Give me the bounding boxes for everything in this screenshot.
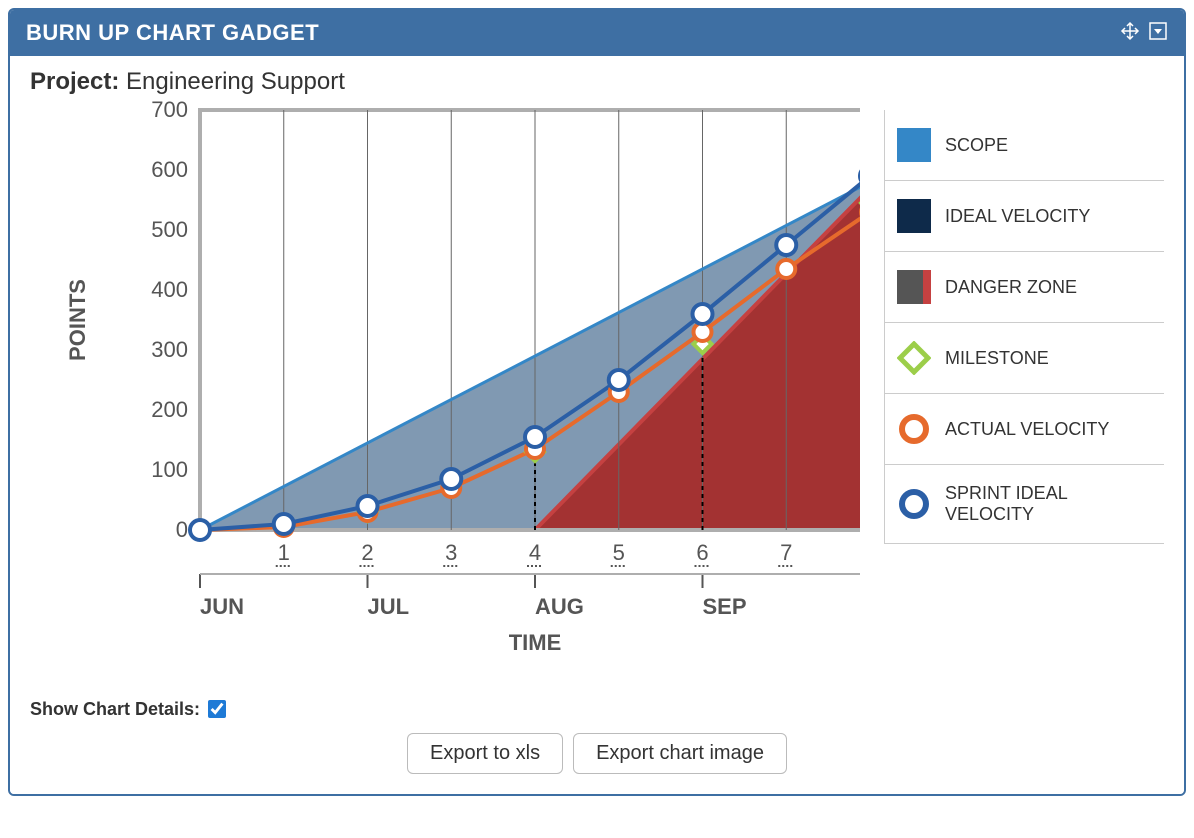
legend-label: ACTUAL VELOCITY: [945, 419, 1109, 440]
show-details-checkbox[interactable]: [208, 700, 226, 718]
svg-text:300: 300: [151, 337, 188, 362]
svg-text:AUG: AUG: [535, 594, 584, 619]
sprint-swatch: [897, 487, 931, 521]
legend-item-actual: ACTUAL VELOCITY: [885, 394, 1164, 465]
project-name: Engineering Support: [126, 68, 345, 95]
gadget-controls: [1120, 21, 1168, 46]
gadget-container: BURN UP CHART GADGET Project: Engineerin…: [8, 8, 1186, 796]
legend: SCOPE IDEAL VELOCITY DANGER ZONE MILESTO…: [884, 110, 1164, 544]
chart-area: 123456780100200300400500600700JUNJULAUGS…: [30, 100, 860, 685]
svg-text:0: 0: [176, 517, 188, 542]
legend-item-sprint: SPRINT IDEAL VELOCITY: [885, 465, 1164, 544]
svg-text:600: 600: [151, 157, 188, 182]
ideal-swatch: [897, 199, 931, 233]
dropdown-icon[interactable]: [1148, 21, 1168, 46]
milestone-swatch: [897, 341, 931, 375]
legend-item-ideal: IDEAL VELOCITY: [885, 181, 1164, 252]
svg-text:400: 400: [151, 277, 188, 302]
export-image-button[interactable]: Export chart image: [573, 733, 787, 774]
project-label: Project:: [30, 68, 119, 95]
export-xls-button[interactable]: Export to xls: [407, 733, 563, 774]
svg-text:4: 4: [529, 540, 541, 565]
svg-text:6: 6: [696, 540, 708, 565]
project-line: Project: Engineering Support: [30, 68, 1164, 96]
legend-item-milestone: MILESTONE: [885, 323, 1164, 394]
legend-label: MILESTONE: [945, 348, 1049, 369]
svg-text:2: 2: [361, 540, 373, 565]
move-icon[interactable]: [1120, 21, 1140, 46]
legend-label: DANGER ZONE: [945, 277, 1077, 298]
svg-text:100: 100: [151, 457, 188, 482]
svg-text:POINTS: POINTS: [65, 279, 90, 361]
legend-label: SCOPE: [945, 135, 1008, 156]
svg-text:500: 500: [151, 217, 188, 242]
svg-text:7: 7: [780, 540, 792, 565]
chart-row: 123456780100200300400500600700JUNJULAUGS…: [30, 100, 1164, 685]
burnup-chart: 123456780100200300400500600700JUNJULAUGS…: [30, 100, 860, 680]
svg-text:SEP: SEP: [703, 594, 747, 619]
danger-swatch: [897, 270, 931, 304]
legend-item-danger: DANGER ZONE: [885, 252, 1164, 323]
gadget-body: Project: Engineering Support 12345678010…: [10, 56, 1184, 794]
details-row: Show Chart Details:: [30, 697, 1164, 721]
svg-text:200: 200: [151, 397, 188, 422]
gadget-header: BURN UP CHART GADGET: [10, 10, 1184, 56]
scope-swatch: [897, 128, 931, 162]
legend-label: SPRINT IDEAL VELOCITY: [945, 483, 1152, 525]
actual-swatch: [897, 412, 931, 446]
svg-text:JUN: JUN: [200, 594, 244, 619]
svg-text:TIME: TIME: [509, 630, 562, 655]
buttons-row: Export to xls Export chart image: [30, 733, 1164, 774]
svg-text:5: 5: [613, 540, 625, 565]
gadget-title: BURN UP CHART GADGET: [26, 20, 319, 46]
svg-text:JUL: JUL: [368, 594, 410, 619]
svg-text:3: 3: [445, 540, 457, 565]
legend-label: IDEAL VELOCITY: [945, 206, 1090, 227]
details-label: Show Chart Details:: [30, 699, 200, 720]
svg-text:700: 700: [151, 100, 188, 122]
svg-text:1: 1: [278, 540, 290, 565]
legend-item-scope: SCOPE: [885, 110, 1164, 181]
